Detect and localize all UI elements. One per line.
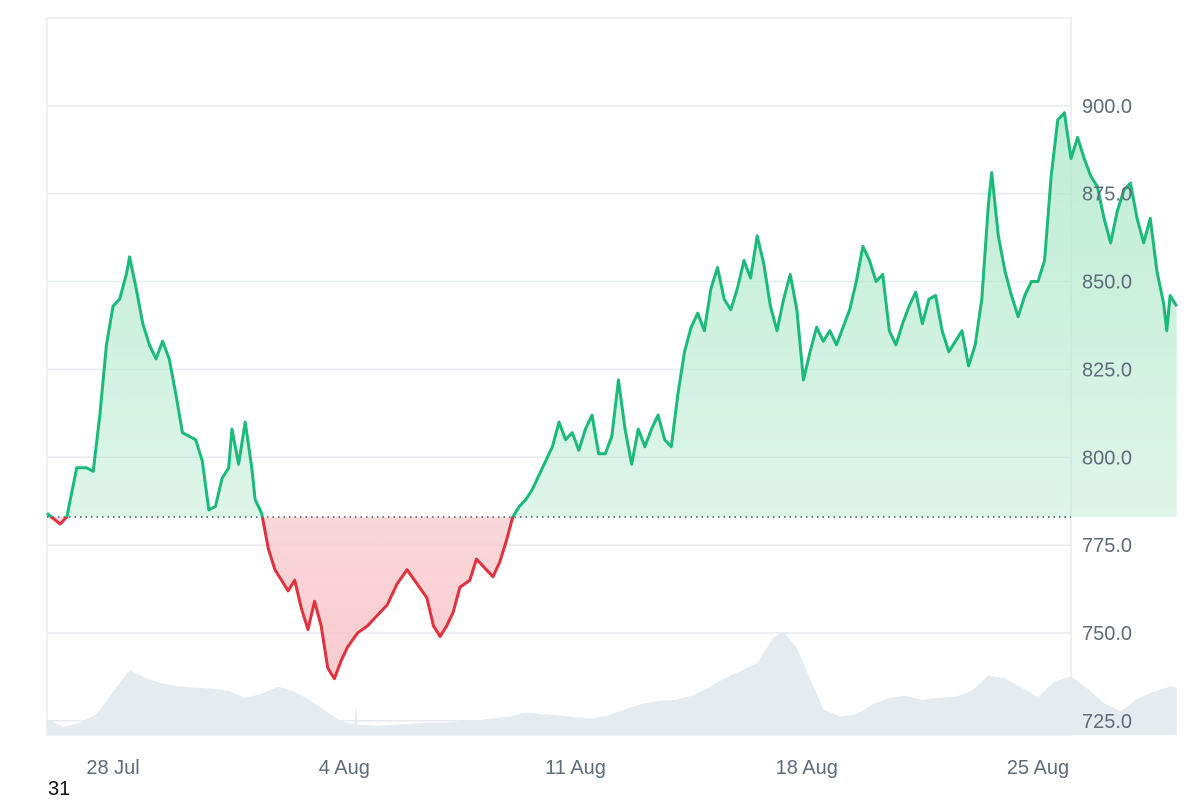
x-axis-labels: 28 Jul 4 Aug 11 Aug 18 Aug 25 Aug [86, 757, 1069, 779]
x-tick-label: 11 Aug [545, 757, 606, 779]
price-fill [47, 112, 1177, 679]
x-tick-label: 25 Aug [1007, 757, 1069, 779]
y-tick-label: 750.0 [1082, 623, 1132, 645]
y-tick-label: 900.0 [1082, 96, 1132, 118]
y-axis-labels: 900.0 875.0 850.0 825.0 800.0 775.0 750.0 725.0 [1082, 96, 1132, 733]
price-line [46, 111, 1178, 681]
corner-label: 31 [48, 778, 71, 800]
y-tick-label: 850.0 [1082, 272, 1132, 294]
y-tick-label: 725.0 [1082, 711, 1132, 733]
y-tick-label: 800.0 [1082, 447, 1132, 469]
y-tick-label: 825.0 [1082, 359, 1132, 381]
y-tick-label: 875.0 [1082, 184, 1132, 206]
volume-area [47, 632, 1177, 735]
x-tick-label: 28 Jul [86, 757, 139, 779]
price-fill-below-baseline [47, 516, 1177, 679]
price-fill-above-baseline [47, 112, 1177, 517]
x-tick-label: 18 Aug [776, 757, 838, 779]
price-line-up [46, 111, 1178, 517]
volume-area-path [47, 632, 1177, 735]
x-tick-label: 4 Aug [319, 757, 370, 779]
y-tick-label: 775.0 [1082, 535, 1132, 557]
